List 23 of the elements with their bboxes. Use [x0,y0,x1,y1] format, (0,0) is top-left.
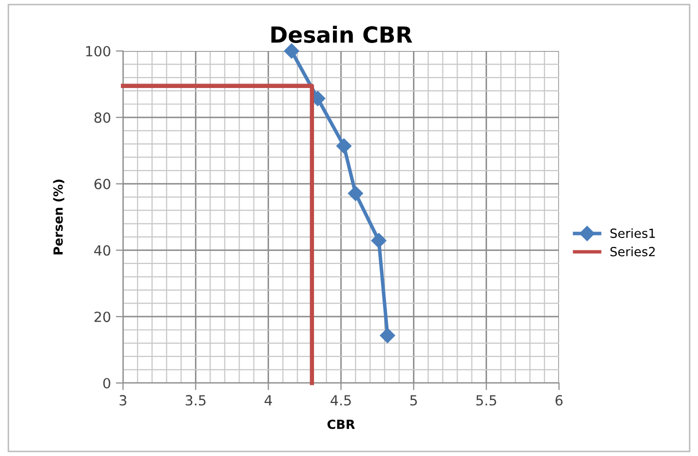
y-tick-label: 100 [86,46,110,56]
x-tick-label: 4.5 [330,395,351,406]
legend-label: Series2 [610,246,655,256]
chart-title: Desain CBR [271,26,412,43]
y-tick-label: 80 [94,112,110,123]
x-tick-label: 3 [120,395,126,406]
point [336,138,352,154]
point [371,233,386,248]
x-axis-title: CBR [327,420,355,430]
point [284,43,300,59]
y-tick-label: 0 [103,378,110,388]
x-tick-label: 4 [264,395,272,406]
legend-label: Series1 [610,228,655,238]
x-tick-label: 6 [556,395,563,406]
y-tick-label: 40 [94,245,110,256]
point [348,186,364,201]
y-tick-label: 60 [94,178,110,190]
y-axis-title: Persen (%) [53,180,64,254]
x-tick-label: 5 [410,395,417,406]
x-tick-label: 5.5 [476,395,496,406]
y-tick-label: 20 [94,312,110,322]
point [380,328,396,344]
x-tick-label: 3.5 [186,395,206,406]
